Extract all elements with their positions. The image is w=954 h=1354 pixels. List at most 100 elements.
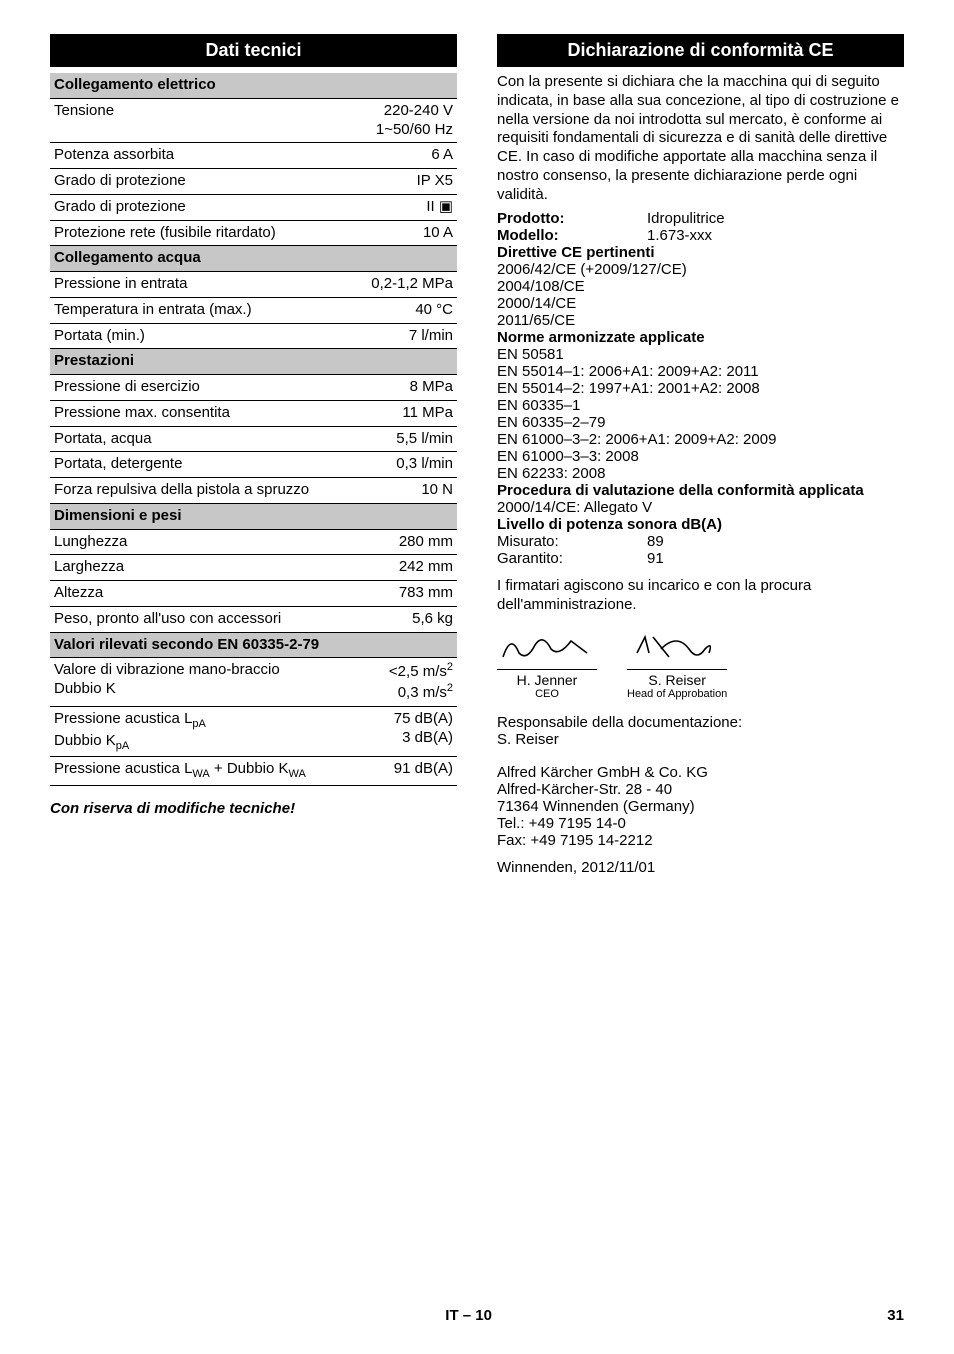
product-label: Prodotto: <box>497 210 647 227</box>
sig1-name: H. Jenner <box>497 672 597 688</box>
table-row: Tensione220-240 V1~50/60 Hz <box>50 98 457 143</box>
sig2-role: Head of Approbation <box>627 688 727 700</box>
spec-value: 8 MPa <box>354 375 458 401</box>
signature-1-icon <box>497 625 597 669</box>
table-row: Portata, detergente0,3 l/min <box>50 452 457 478</box>
table-row: Peso, pronto all'uso con accessori5,6 kg <box>50 606 457 632</box>
procedure-heading: Procedura di valutazione della conformit… <box>497 482 904 499</box>
spec-value: 10 N <box>354 478 458 504</box>
doc-resp-value: S. Reiser <box>497 731 904 748</box>
sound-value: 89 <box>647 533 664 550</box>
table-row: Larghezza242 mm <box>50 555 457 581</box>
table-row: Protezione rete (fusibile ritardato)10 A <box>50 220 457 246</box>
list-item: EN 50581 <box>497 346 904 363</box>
table-row: Portata (min.)7 l/min <box>50 323 457 349</box>
procedure-value: 2000/14/CE: Allegato V <box>497 499 904 516</box>
table-row: Portata, acqua5,5 l/min <box>50 426 457 452</box>
footer-center: IT – 10 <box>445 1307 492 1324</box>
table-row: Pressione in entrata0,2-1,2 MPa <box>50 272 457 298</box>
sound-label: Garantito: <box>497 550 647 567</box>
sound-label: Misurato: <box>497 533 647 550</box>
table-row: Grado di protezioneII ▣ <box>50 194 457 220</box>
spec-table: Collegamento elettricoTensione220-240 V1… <box>50 73 457 786</box>
table-row: Altezza783 mm <box>50 581 457 607</box>
spec-label: Potenza assorbita <box>50 143 354 169</box>
product-value: Idropulitrice <box>647 210 725 227</box>
signature-block: H. Jenner CEO S. Reiser Head of Approbat… <box>497 625 904 700</box>
model-label: Modello: <box>497 227 647 244</box>
spec-value: 7 l/min <box>354 323 458 349</box>
spec-label: Grado di protezione <box>50 169 354 195</box>
tech-footnote: Con riserva di modifiche tecniche! <box>50 800 457 817</box>
table-row: Pressione di esercizio8 MPa <box>50 375 457 401</box>
spec-label: Altezza <box>50 581 354 607</box>
list-item: EN 61000–3–2: 2006+A1: 2009+A2: 2009 <box>497 431 904 448</box>
spec-label: Lunghezza <box>50 529 354 555</box>
spec-value: IP X5 <box>354 169 458 195</box>
sig2-name: S. Reiser <box>627 672 727 688</box>
sig1-role: CEO <box>497 688 597 700</box>
right-column: Dichiarazione di conformità CE Con la pr… <box>497 34 904 1283</box>
section-header: Collegamento acqua <box>50 246 457 272</box>
list-item: 2004/108/CE <box>497 278 904 295</box>
spec-label: Portata, acqua <box>50 426 354 452</box>
spec-label: Valore di vibrazione mano-braccioDubbio … <box>50 658 354 707</box>
signature-1: H. Jenner CEO <box>497 625 597 700</box>
sound-heading: Livello di potenza sonora dB(A) <box>497 516 904 533</box>
spec-label: Protezione rete (fusibile ritardato) <box>50 220 354 246</box>
spec-value: 5,6 kg <box>354 606 458 632</box>
spec-value: 0,3 l/min <box>354 452 458 478</box>
address-line: Fax: +49 7195 14-2212 <box>497 832 904 849</box>
spec-value: 91 dB(A) <box>354 757 458 786</box>
address-line: Alfred-Kärcher-Str. 28 - 40 <box>497 781 904 798</box>
left-title: Dati tecnici <box>50 34 457 67</box>
sound-row: Misurato:89 <box>497 533 904 550</box>
spec-value: 783 mm <box>354 581 458 607</box>
directives-list: 2006/42/CE (+2009/127/CE)2004/108/CE2000… <box>497 261 904 329</box>
section-header: Valori rilevati secondo EN 60335-2-79 <box>50 632 457 658</box>
list-item: EN 55014–2: 1997+A1: 2001+A2: 2008 <box>497 380 904 397</box>
table-row: Pressione acustica LWA + Dubbio KWA91 dB… <box>50 757 457 786</box>
footer-page-number: 31 <box>887 1307 904 1324</box>
intro-text: Con la presente si dichiara che la macch… <box>497 73 904 204</box>
spec-value: II ▣ <box>354 194 458 220</box>
list-item: 2006/42/CE (+2009/127/CE) <box>497 261 904 278</box>
table-row: Lunghezza280 mm <box>50 529 457 555</box>
page-footer: IT – 10 31 <box>50 1307 904 1324</box>
list-item: EN 55014–1: 2006+A1: 2009+A2: 2011 <box>497 363 904 380</box>
right-title: Dichiarazione di conformità CE <box>497 34 904 67</box>
spec-label: Portata, detergente <box>50 452 354 478</box>
list-item: 2011/65/CE <box>497 312 904 329</box>
spec-label: Forza repulsiva della pistola a spruzzo <box>50 478 354 504</box>
section-header: Dimensioni e pesi <box>50 503 457 529</box>
product-row: Prodotto: Idropulitrice <box>497 210 904 227</box>
spec-value: 0,2-1,2 MPa <box>354 272 458 298</box>
spec-label: Pressione in entrata <box>50 272 354 298</box>
spec-value: 40 °C <box>354 297 458 323</box>
spec-value: 220-240 V1~50/60 Hz <box>354 98 458 143</box>
table-row: Pressione max. consentita11 MPa <box>50 400 457 426</box>
model-value: 1.673-xxx <box>647 227 712 244</box>
spec-label: Portata (min.) <box>50 323 354 349</box>
norms-list: EN 50581EN 55014–1: 2006+A1: 2009+A2: 20… <box>497 346 904 482</box>
sound-row: Garantito:91 <box>497 550 904 567</box>
signatory-text: I firmatari agiscono su incarico e con l… <box>497 577 904 615</box>
list-item: EN 62233: 2008 <box>497 465 904 482</box>
spec-label: Temperatura in entrata (max.) <box>50 297 354 323</box>
table-row: Grado di protezioneIP X5 <box>50 169 457 195</box>
list-item: EN 60335–1 <box>497 397 904 414</box>
place-date: Winnenden, 2012/11/01 <box>497 859 904 876</box>
spec-label: Tensione <box>50 98 354 143</box>
table-row: Forza repulsiva della pistola a spruzzo1… <box>50 478 457 504</box>
directives-heading: Direttive CE pertinenti <box>497 244 904 261</box>
spec-label: Larghezza <box>50 555 354 581</box>
sound-value: 91 <box>647 550 664 567</box>
doc-resp-label: Responsabile della documentazione: <box>497 714 904 731</box>
spec-value: 5,5 l/min <box>354 426 458 452</box>
spec-value: 6 A <box>354 143 458 169</box>
spec-value: 75 dB(A)3 dB(A) <box>354 706 458 757</box>
list-item: EN 60335–2–79 <box>497 414 904 431</box>
spec-value: 11 MPa <box>354 400 458 426</box>
address-line: Alfred Kärcher GmbH & Co. KG <box>497 764 904 781</box>
spec-label: Pressione acustica LpADubbio KpA <box>50 706 354 757</box>
